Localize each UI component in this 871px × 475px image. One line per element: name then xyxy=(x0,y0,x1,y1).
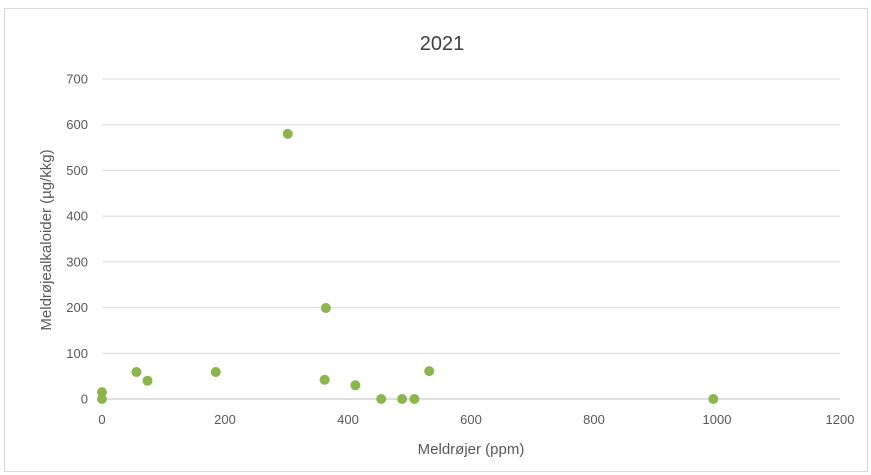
data-point xyxy=(320,303,331,314)
y-tick-label: 0 xyxy=(81,392,88,407)
y-tick-label: 600 xyxy=(66,117,88,132)
data-point xyxy=(409,394,420,404)
y-tick-label: 200 xyxy=(66,300,88,315)
x-tick-label: 400 xyxy=(337,412,359,427)
y-tick-label: 300 xyxy=(66,254,88,269)
data-point xyxy=(131,367,142,378)
y-tick-label: 100 xyxy=(66,346,88,361)
x-tick-label: 1000 xyxy=(703,412,732,427)
data-points xyxy=(97,128,719,404)
x-tick-label: 600 xyxy=(460,412,482,427)
data-point xyxy=(376,394,387,404)
y-axis-title: Meldrøjealkaloider (µg/kkg) xyxy=(38,149,55,330)
data-point xyxy=(397,394,408,404)
gridlines xyxy=(102,78,840,400)
x-axis-title: Meldrøjer (ppm) xyxy=(418,441,525,458)
x-tick-label: 0 xyxy=(98,412,105,427)
x-tick-label: 200 xyxy=(214,412,236,427)
y-tick-labels: 0 100 200 300 400 500 600 700 xyxy=(66,72,88,407)
y-tick-label: 700 xyxy=(66,72,88,87)
data-point xyxy=(282,128,293,139)
data-point xyxy=(142,375,153,386)
y-tick-label: 400 xyxy=(66,209,88,224)
data-point xyxy=(708,394,719,404)
data-point xyxy=(97,387,107,398)
x-tick-label: 800 xyxy=(583,412,605,427)
data-point xyxy=(319,374,330,385)
x-tick-label: 1200 xyxy=(826,412,855,427)
data-point xyxy=(424,366,435,377)
x-tick-labels: 0 200 400 600 800 1000 1200 xyxy=(98,412,854,427)
data-point xyxy=(210,367,221,378)
chart-title: 2021 xyxy=(420,33,465,55)
data-point xyxy=(97,394,107,404)
chart-frame xyxy=(4,8,868,472)
data-point xyxy=(350,380,361,391)
y-tick-label: 500 xyxy=(66,163,88,178)
